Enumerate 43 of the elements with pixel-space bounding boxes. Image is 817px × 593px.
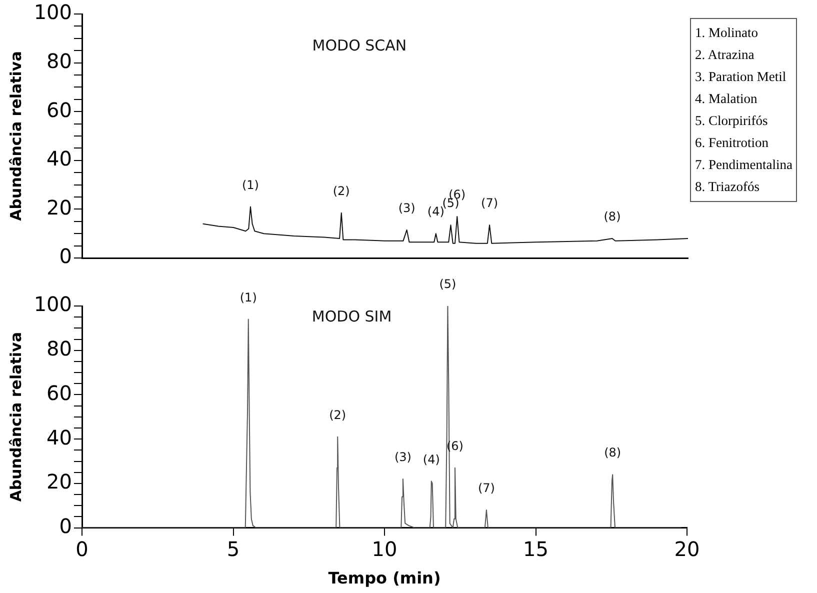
x-tick-label: 0 <box>76 537 88 562</box>
y-tick-label: 60 <box>46 98 72 122</box>
text: 2. Atrazina <box>695 46 756 64</box>
annotation: (1) <box>240 290 257 304</box>
text: 8. Triazofós <box>695 178 761 196</box>
text: 3. Paration Metil <box>695 68 788 86</box>
annotation: (8) <box>604 446 622 460</box>
annotation: (7) <box>481 196 498 210</box>
x-tick-label: 5 <box>226 537 240 562</box>
x-tick-label: 10 <box>372 537 398 562</box>
annotation: (5) <box>439 277 456 292</box>
y-tick-label: 40 <box>46 425 72 450</box>
y-axis-title: Abundância relativa <box>6 51 25 221</box>
annotation: (3) <box>398 201 416 216</box>
annotation: (1) <box>242 178 259 192</box>
annotation: (7) <box>478 481 495 496</box>
y-tick-label: 60 <box>46 380 72 405</box>
x-tick-label: 20 <box>674 537 700 562</box>
text: 4. Malation <box>695 90 758 108</box>
y-tick-label: 20 <box>46 195 72 220</box>
x-axis-title: Tempo (min) <box>328 568 441 588</box>
annotation: (4) <box>427 204 444 219</box>
annotation: (4) <box>422 452 440 466</box>
y-tick-label: 100 <box>34 0 72 24</box>
annotation: (2) <box>329 408 346 422</box>
chart-title: MODO SIM <box>312 307 392 326</box>
y-tick-label: 100 <box>34 292 72 316</box>
text: 7. Pendimentalina <box>695 156 792 174</box>
y-tick-label: 40 <box>46 146 72 171</box>
y-tick-label: 0 <box>59 244 72 268</box>
text: MODO SCAN <box>312 36 407 54</box>
text: 6. Fenitrotion <box>695 134 770 152</box>
annotation: (2) <box>332 184 350 198</box>
y-axis-title: Abundância relativa <box>6 332 25 502</box>
y-tick-label: 20 <box>46 470 72 494</box>
annotation: (8) <box>604 210 621 224</box>
y-tick-label: 80 <box>46 49 72 74</box>
text: 5. Clorpirifós <box>695 112 769 130</box>
annotation: (3) <box>394 450 412 464</box>
text: 1. Molinato <box>695 24 759 42</box>
y-tick-label: 80 <box>46 336 72 361</box>
y-tick-label: 0 <box>59 514 72 538</box>
x-tick-label: 15 <box>523 537 548 562</box>
